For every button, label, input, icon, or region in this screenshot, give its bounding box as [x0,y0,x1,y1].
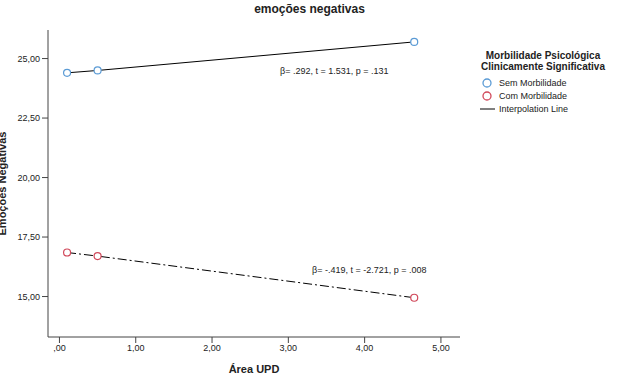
svg-text:2,00: 2,00 [203,343,221,353]
html-text:β= -.419, t = -2.721, p = .008: β= -.419, t = -2.721, p = .008 [312,265,427,275]
html-text:Morbilidade Psicológica Clinic: Morbilidade Psicológica Clinicamente Sig… [481,50,605,72]
html-text:Sem Morbilidade: Sem Morbilidade [499,77,567,88]
svg-text:15,00: 15,00 [17,292,40,302]
svg-text:5,00: 5,00 [432,343,450,353]
svg-text:,00: ,00 [53,343,66,353]
svg-text:22,50: 22,50 [17,113,40,123]
svg-text:4,00: 4,00 [356,343,374,353]
svg-text:Área UPD: Área UPD [229,363,280,375]
svg-text:1,00: 1,00 [127,343,145,353]
html-text:emoções negativas: emoções negativas [254,2,365,16]
svg-text:25,00: 25,00 [17,54,40,64]
svg-text:3,00: 3,00 [280,343,298,353]
html-text:Interpolation Line: Interpolation Line [499,103,569,114]
html-text:β= .292, t = 1.531, p = .131: β= .292, t = 1.531, p = .131 [280,66,389,76]
svg-text:20,00: 20,00 [17,173,40,183]
html-text:Com Morbilidade: Com Morbilidade [499,90,567,101]
svg-text:17,50: 17,50 [17,232,40,242]
